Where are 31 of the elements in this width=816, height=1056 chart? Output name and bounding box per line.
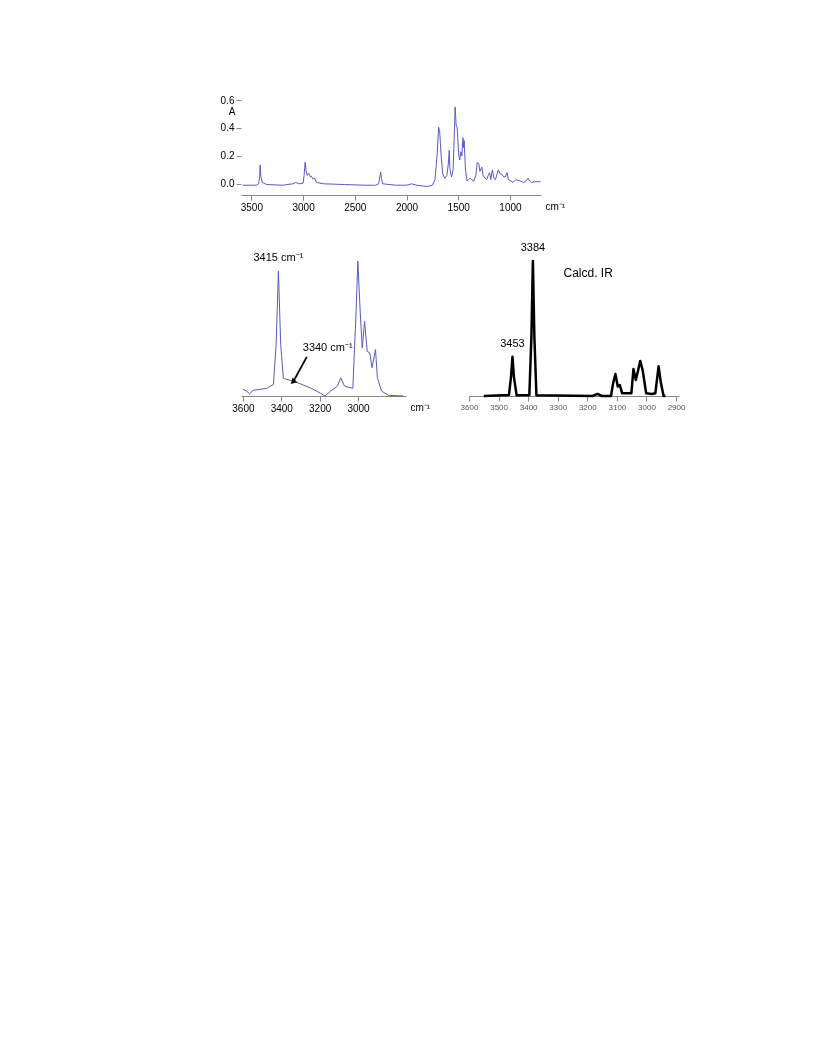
x-tick-label: 2500 bbox=[344, 201, 367, 213]
y-tick-label: 0.0 bbox=[220, 178, 235, 190]
x-tick-label: 3000 bbox=[292, 201, 316, 213]
x-tick-label: 3100 bbox=[608, 402, 627, 412]
x-tick-label: 1500 bbox=[447, 201, 471, 213]
y-tick-label: 0.2 bbox=[220, 150, 235, 162]
x-tick-label: 3000 bbox=[638, 402, 657, 412]
x-tick-label: 3200 bbox=[309, 402, 332, 414]
annotation: 3384 bbox=[520, 241, 546, 253]
x-tick-label: 1000 bbox=[499, 201, 523, 213]
x-tick-label: 3500 bbox=[490, 402, 509, 412]
x-tick-label: 2900 bbox=[667, 402, 686, 412]
x-tick-label: 2000 bbox=[395, 201, 419, 213]
y-axis-title: A bbox=[228, 105, 236, 117]
annotation: 3453 bbox=[500, 336, 525, 349]
x-tick-label: 3600 bbox=[460, 402, 479, 412]
x-tick-label: 3300 bbox=[549, 402, 568, 412]
x-tick-label: 3600 bbox=[232, 402, 255, 414]
x-tick-label: 3400 bbox=[270, 402, 294, 414]
y-tick-label: 0.6 bbox=[220, 94, 235, 106]
annotation: Calcd. IR bbox=[563, 265, 614, 280]
x-axis-title: cm⁻¹ bbox=[410, 401, 431, 413]
x-tick-label: 3400 bbox=[519, 402, 539, 412]
y-tick-label: 0.4 bbox=[220, 122, 235, 134]
x-tick-label: 3500 bbox=[240, 201, 264, 213]
x-tick-label: 3200 bbox=[578, 402, 598, 412]
annotation: 3415 cm⁻¹ bbox=[253, 250, 304, 263]
x-tick-label: 3000 bbox=[347, 402, 371, 414]
line-series bbox=[242, 106, 541, 188]
annotation: 3340 cm⁻¹ bbox=[302, 340, 353, 353]
x-axis-title: cm⁻¹ bbox=[545, 200, 566, 212]
